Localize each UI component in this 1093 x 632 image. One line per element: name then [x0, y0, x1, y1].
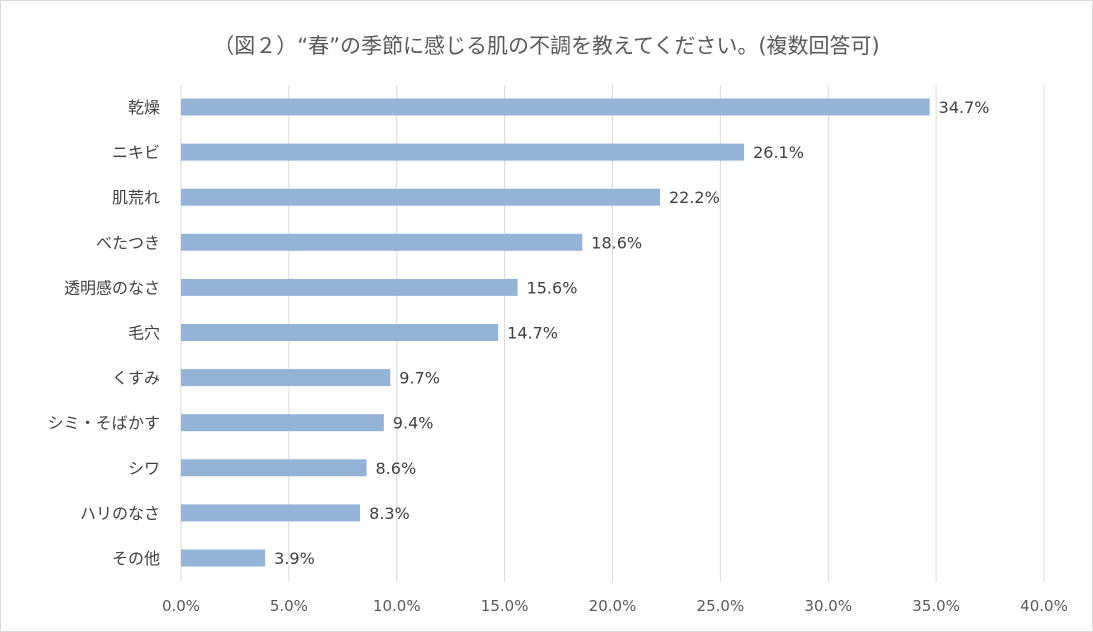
- bar: [181, 324, 499, 341]
- x-tick-label: 10.0%: [373, 597, 421, 615]
- x-tick-label: 0.0%: [162, 597, 200, 615]
- data-label: 8.3%: [369, 504, 410, 523]
- category-label: ハリのなさ: [80, 504, 160, 523]
- bar: [181, 143, 745, 161]
- x-tick-label: 30.0%: [804, 597, 852, 615]
- data-label: 9.7%: [399, 369, 440, 388]
- x-tick-label: 20.0%: [589, 597, 637, 615]
- category-label: シミ・そばかす: [48, 414, 160, 433]
- category-label: その他: [112, 549, 160, 568]
- category-label: べたつき: [96, 233, 160, 252]
- bar: [181, 459, 367, 477]
- bar: [181, 278, 518, 296]
- x-tick-label: 40.0%: [1020, 597, 1068, 615]
- bar: [181, 549, 266, 567]
- bar: [181, 233, 583, 251]
- data-label: 3.9%: [274, 549, 315, 568]
- x-tick-label: 35.0%: [912, 597, 960, 615]
- bar: [181, 188, 660, 206]
- category-label: 肌荒れ: [112, 188, 160, 207]
- category-label: 透明感のなさ: [64, 278, 160, 297]
- data-label: 18.6%: [591, 233, 642, 252]
- category-label: くすみ: [112, 369, 160, 388]
- category-label: シワ: [128, 459, 160, 478]
- x-tick-label: 25.0%: [697, 597, 745, 615]
- data-label: 26.1%: [753, 143, 804, 162]
- bar: [181, 414, 384, 432]
- category-label: 毛穴: [128, 324, 160, 343]
- category-label: 乾燥: [128, 98, 160, 117]
- data-label: 34.7%: [939, 98, 990, 117]
- bar: [181, 369, 391, 387]
- data-label: 8.6%: [376, 459, 417, 478]
- bar: [181, 504, 361, 522]
- data-label: 14.7%: [507, 324, 558, 343]
- chart-title: （図２）“春”の季節に感じる肌の不調を教えてください。(複数回答可): [213, 34, 880, 58]
- x-tick-label: 5.0%: [270, 597, 308, 615]
- x-tick-label: 15.0%: [481, 597, 529, 615]
- bar: [181, 98, 930, 116]
- data-label: 22.2%: [669, 188, 720, 207]
- category-label: ニキビ: [112, 143, 160, 162]
- data-label: 9.4%: [393, 414, 434, 433]
- data-label: 15.6%: [527, 278, 578, 297]
